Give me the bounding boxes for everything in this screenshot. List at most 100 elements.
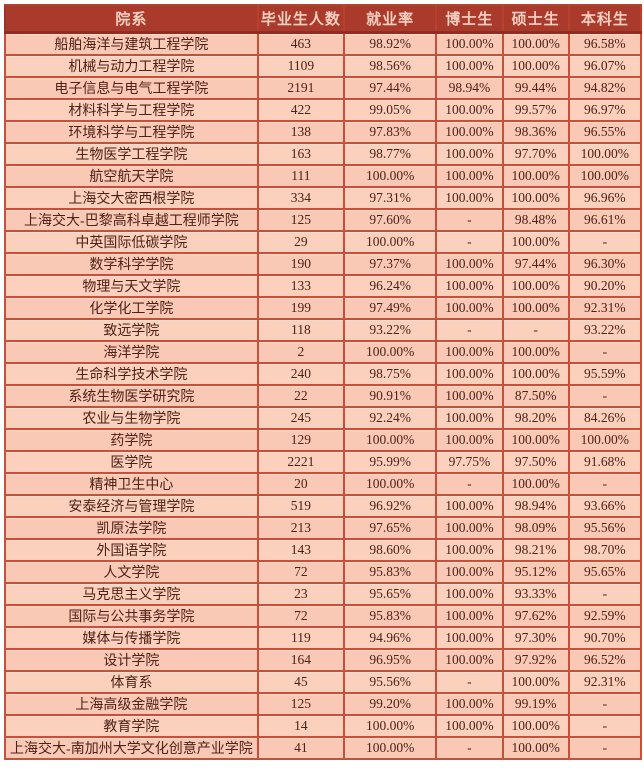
cell-department: 上海高级金融学院 [4, 692, 259, 716]
cell-undergraduate: - [567, 714, 643, 738]
cell-employment-rate: 97.83% [343, 120, 438, 144]
cell-department: 国际与公共事务学院 [4, 604, 259, 628]
cell-undergraduate: - [567, 384, 643, 408]
cell-undergraduate: - [567, 736, 643, 760]
cell-department: 生物医学工程学院 [4, 142, 259, 166]
cell-graduates: 143 [256, 538, 346, 562]
cell-undergraduate: 96.58% [567, 31, 643, 56]
table-row: 生物医学工程学院 163 98.77% 100.00% 97.70% 100.00% [4, 142, 643, 166]
table-row: 中英国际低碳学院 29 100.00% -100.00% - [4, 230, 643, 254]
cell-undergraduate: 84.26% [567, 406, 643, 430]
cell-undergraduate: 98.70% [567, 538, 643, 562]
table-row: 环境科学与工程学院 138 97.83% 100.00% 98.36% 96.55% [4, 120, 643, 144]
cell-undergraduate: - [567, 582, 643, 606]
cell-graduates: 240 [256, 362, 346, 386]
cell-employment-rate: 97.49% [343, 296, 438, 320]
cell-doctoral: 100.00% [435, 362, 504, 386]
cell-department: 体育系 [4, 670, 259, 694]
cell-doctoral: 100.00% [435, 274, 504, 298]
cell-doctoral: - [435, 208, 504, 232]
cell-master: 98.09% [501, 516, 570, 540]
cell-employment-rate: 97.37% [343, 252, 438, 276]
cell-doctoral: 100.00% [435, 692, 504, 716]
cell-department: 农业与生物学院 [4, 406, 259, 430]
header-row: 院系 毕业生人数 就业率 博士生 硕士生 本科生 [4, 4, 643, 34]
cell-doctoral: 100.00% [435, 54, 504, 78]
cell-department: 教育学院 [4, 714, 259, 738]
cell-department: 上海交大密西根学院 [4, 186, 259, 210]
table-row: 系统生物医学研究院 22 90.91% 100.00% 87.50% - [4, 384, 643, 408]
cell-undergraduate: - [567, 230, 643, 254]
cell-employment-rate: 95.99% [343, 450, 438, 474]
cell-doctoral: 100.00% [435, 516, 504, 540]
cell-undergraduate: 90.70% [567, 626, 643, 650]
cell-master: 97.44% [501, 252, 570, 276]
cell-master: 100.00% [501, 340, 570, 364]
cell-employment-rate: 95.83% [343, 560, 438, 584]
column-header-employment-rate: 就业率 [343, 4, 438, 34]
cell-graduates: 29 [256, 230, 346, 254]
cell-graduates: 125 [256, 692, 346, 716]
cell-master: 98.20% [501, 406, 570, 430]
cell-graduates: 14 [256, 714, 346, 738]
cell-employment-rate: 98.60% [343, 538, 438, 562]
cell-department: 数学科学学院 [4, 252, 259, 276]
cell-graduates: 118 [256, 318, 346, 342]
cell-doctoral: 100.00% [435, 31, 504, 56]
cell-graduates: 23 [256, 582, 346, 606]
cell-doctoral: - [435, 670, 504, 694]
cell-employment-rate: 90.91% [343, 384, 438, 408]
cell-department: 机械与动力工程学院 [4, 54, 259, 78]
cell-employment-rate: 92.24% [343, 406, 438, 430]
cell-master: 98.36% [501, 120, 570, 144]
cell-master: 99.19% [501, 692, 570, 716]
cell-master: 93.33% [501, 582, 570, 606]
cell-master: 100.00% [501, 230, 570, 254]
cell-department: 人文学院 [4, 560, 259, 584]
cell-department: 致远学院 [4, 318, 259, 342]
cell-master: 99.57% [501, 98, 570, 122]
cell-employment-rate: 97.44% [343, 76, 438, 100]
cell-graduates: 519 [256, 494, 346, 518]
cell-department: 媒体与传播学院 [4, 626, 259, 650]
cell-master: 97.62% [501, 604, 570, 628]
cell-department: 物理与天文学院 [4, 274, 259, 298]
cell-doctoral: 100.00% [435, 604, 504, 628]
table-row: 国际与公共事务学院 72 95.83% 100.00% 97.62% 92.59% [4, 604, 643, 628]
cell-employment-rate: 98.75% [343, 362, 438, 386]
cell-undergraduate: - [567, 692, 643, 716]
cell-master: 100.00% [501, 54, 570, 78]
cell-department: 安泰经济与管理学院 [4, 494, 259, 518]
cell-graduates: 2191 [256, 76, 346, 100]
cell-doctoral: - [435, 230, 504, 254]
cell-undergraduate: 92.31% [567, 296, 643, 320]
cell-graduates: 41 [256, 736, 346, 760]
cell-undergraduate: 95.65% [567, 560, 643, 584]
cell-undergraduate: 92.31% [567, 670, 643, 694]
cell-doctoral: 100.00% [435, 494, 504, 518]
column-header-undergraduate: 本科生 [567, 4, 643, 34]
table-row: 化学化工学院 199 97.49% 100.00% 100.00% 92.31% [4, 296, 643, 320]
cell-department: 化学化工学院 [4, 296, 259, 320]
cell-graduates: 133 [256, 274, 346, 298]
cell-employment-rate: 95.56% [343, 670, 438, 694]
cell-doctoral: 100.00% [435, 648, 504, 672]
cell-department: 设计学院 [4, 648, 259, 672]
cell-undergraduate: 92.59% [567, 604, 643, 628]
cell-undergraduate: 100.00% [567, 428, 643, 452]
cell-master: 87.50% [501, 384, 570, 408]
cell-master: 95.12% [501, 560, 570, 584]
cell-master: 100.00% [501, 362, 570, 386]
column-header-master: 硕士生 [501, 4, 570, 34]
cell-graduates: 20 [256, 472, 346, 496]
cell-department: 上海交大-南加州大学文化创意产业学院 [4, 736, 259, 760]
cell-doctoral: 100.00% [435, 428, 504, 452]
cell-doctoral: 100.00% [435, 164, 504, 188]
table-row: 媒体与传播学院 119 94.96% 100.00% 97.30% 90.70% [4, 626, 643, 650]
cell-doctoral: 100.00% [435, 98, 504, 122]
table-row: 电子信息与电气工程学院 2191 97.44% 98.94% 99.44% 94.82% [4, 76, 643, 100]
cell-department: 医学院 [4, 450, 259, 474]
cell-undergraduate: 95.59% [567, 362, 643, 386]
cell-doctoral: 100.00% [435, 186, 504, 210]
